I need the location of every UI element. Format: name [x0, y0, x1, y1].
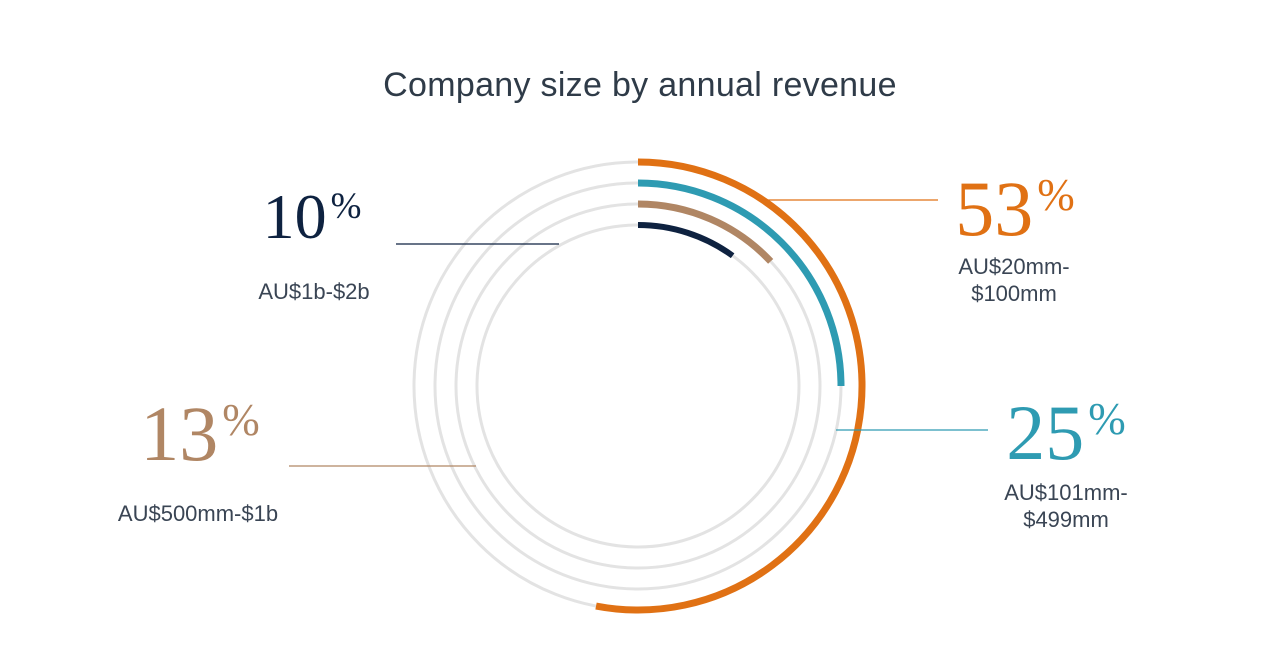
chart-title: Company size by annual revenue [383, 66, 897, 104]
ring-arc [637, 222, 735, 259]
percent-label: 53% [955, 165, 1075, 252]
category-label: $100mm [971, 281, 1057, 306]
ring-arc [595, 158, 866, 614]
percent-label: 25% [1006, 389, 1126, 476]
percent-label: 10% [263, 181, 362, 252]
percent-label: 13% [140, 390, 260, 477]
category-label: AU$101mm- [1004, 480, 1127, 505]
ring-track [475, 223, 801, 549]
category-label: $499mm [1023, 507, 1109, 532]
category-label: AU$20mm- [958, 254, 1069, 279]
category-label: AU$500mm-$1b [118, 501, 278, 526]
category-label: AU$1b-$2b [258, 279, 369, 304]
ring-arc [637, 200, 774, 264]
ring-arc [637, 179, 845, 387]
